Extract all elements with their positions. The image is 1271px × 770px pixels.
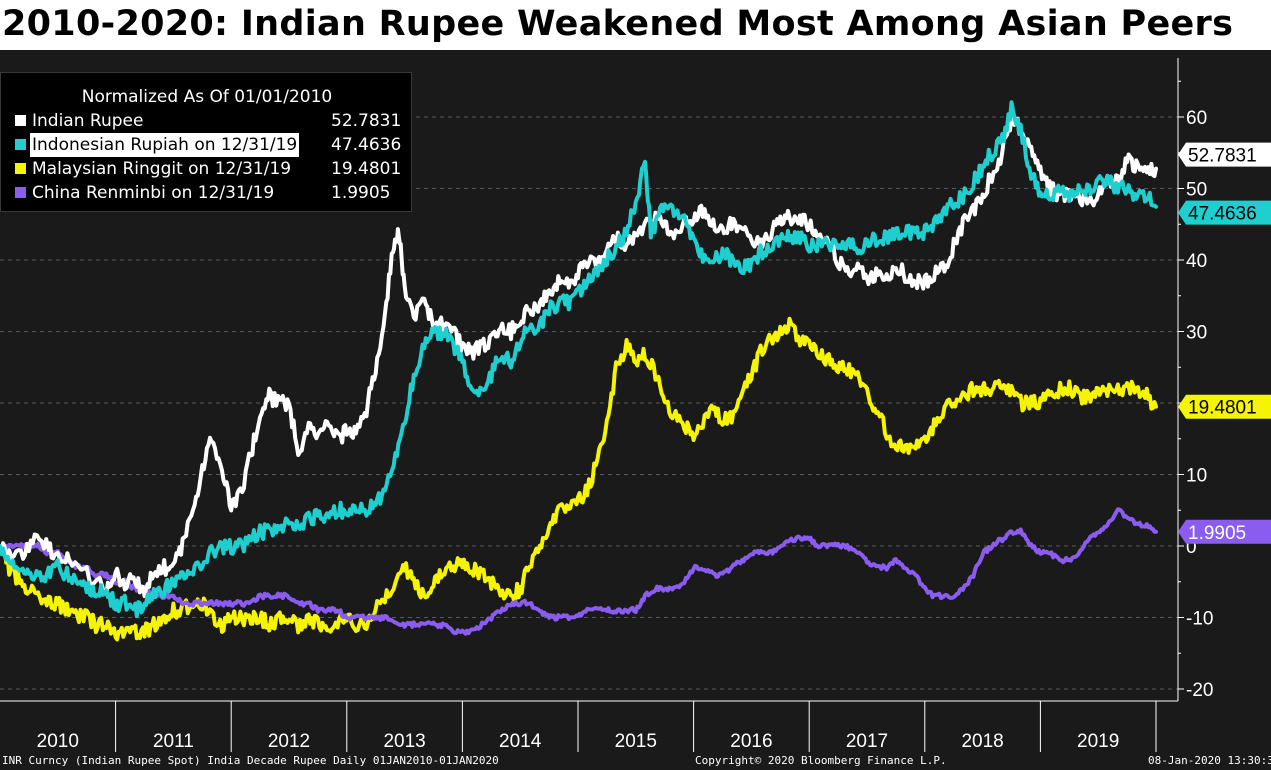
x-tick-label: 2013 <box>383 731 425 752</box>
x-tick-label: 2019 <box>1077 731 1119 752</box>
x-tick-label: 2010 <box>37 731 79 752</box>
last-value-text: 47.4636 <box>1188 204 1257 225</box>
last-value-labels: 52.7831 47.4636 19.4801 1.9905 <box>1178 142 1271 544</box>
last-value-box <box>1178 394 1271 419</box>
footer-copyright: Copyright© 2020 Bloomberg Finance L.P. <box>695 754 947 767</box>
x-tick-label: 2016 <box>730 731 772 752</box>
legend-label: Indonesian Rupiah on 12/31/19 <box>30 133 300 157</box>
axes: -20-100102030405060201020112012201320142… <box>0 58 1213 752</box>
series-line <box>0 507 1158 636</box>
y-tick-label: 40 <box>1186 251 1207 272</box>
last-value-tag: 1.9905 <box>1178 519 1271 544</box>
x-tick-label: 2011 <box>153 731 194 752</box>
y-tick-label: 30 <box>1186 323 1207 344</box>
legend-value: 47.4636 <box>331 135 402 155</box>
last-value-tag: 19.4801 <box>1178 394 1271 419</box>
y-tick-label: 50 <box>1186 180 1207 201</box>
legend-item-indian-rupee[interactable]: Indian Rupee 52.7831 <box>15 109 410 133</box>
last-value-box <box>1178 519 1271 544</box>
legend-label: Malaysian Ringgit on 12/31/19 <box>32 159 292 179</box>
legend-swatch <box>15 187 26 198</box>
series-line <box>0 316 1158 642</box>
legend-title: Normalized As Of 01/01/2010 <box>81 87 333 107</box>
legend-value: 52.7831 <box>331 111 402 131</box>
x-tick-label: 2015 <box>615 731 657 752</box>
footer-timestamp: 08-Jan-2020 13:30:35 <box>1148 754 1271 767</box>
last-value-tag: 52.7831 <box>1178 142 1271 167</box>
legend-label: China Renminbi on 12/31/19 <box>32 183 275 203</box>
x-tick-label: 2017 <box>846 731 888 752</box>
last-value-box <box>1178 200 1271 225</box>
legend-item-china-renminbi[interactable]: China Renminbi on 12/31/19 1.9905 <box>15 181 410 205</box>
legend-label: Indian Rupee <box>32 111 144 131</box>
legend-value: 1.9905 <box>331 183 391 203</box>
y-tick-label: -10 <box>1186 609 1213 630</box>
y-tick-label: -20 <box>1186 680 1213 701</box>
x-tick-label: 2012 <box>268 731 310 752</box>
last-value-text: 19.4801 <box>1188 398 1257 419</box>
legend-swatch <box>15 139 26 150</box>
last-value-tag: 47.4636 <box>1178 200 1271 225</box>
x-tick-label: 2014 <box>499 731 542 752</box>
legend-item-indonesian-rupiah[interactable]: Indonesian Rupiah on 12/31/19 47.4636 <box>15 133 410 157</box>
series-lines <box>0 100 1158 642</box>
legend-swatch <box>15 163 26 174</box>
series-line <box>0 110 1158 598</box>
legend-value: 19.4801 <box>331 159 402 179</box>
legend-item-malaysian-ringgit[interactable]: Malaysian Ringgit on 12/31/19 19.4801 <box>15 157 410 181</box>
y-tick-label: 60 <box>1186 108 1207 129</box>
series-line <box>0 100 1158 619</box>
footer-source: INR Curncy (Indian Rupee Spot) India Dec… <box>2 754 499 767</box>
last-value-box <box>1178 142 1271 167</box>
x-tick-label: 2018 <box>961 731 1003 752</box>
legend: Normalized As Of 01/01/2010 Indian Rupee… <box>0 72 412 212</box>
y-tick-label: 10 <box>1186 466 1207 487</box>
y-tick-label: 0 <box>1186 537 1197 558</box>
legend-swatch <box>15 115 26 126</box>
last-value-text: 52.7831 <box>1188 146 1257 167</box>
chart-title: 2010-2020: Indian Rupee Weakened Most Am… <box>2 4 1234 44</box>
last-value-text: 1.9905 <box>1188 523 1246 544</box>
